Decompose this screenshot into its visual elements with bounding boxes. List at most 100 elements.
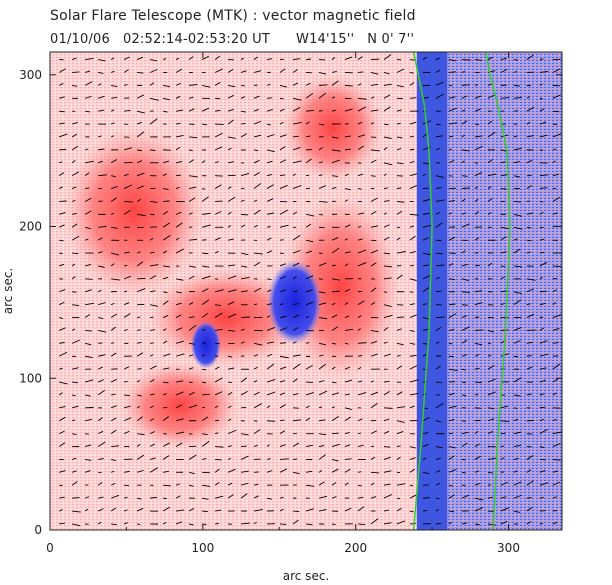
field-arrow <box>409 213 419 216</box>
field-arrow <box>305 239 314 243</box>
field-arrow <box>448 303 456 306</box>
field-arrow <box>539 290 548 293</box>
field-arrow <box>409 160 415 164</box>
field-arrow <box>344 393 350 396</box>
field-arrow <box>136 379 140 383</box>
field-arrow <box>188 159 194 164</box>
field-arrow <box>110 482 116 486</box>
field-arrow <box>162 222 170 228</box>
field-arrow <box>176 122 181 125</box>
field-arrow <box>435 457 442 460</box>
field-arrow <box>84 172 90 177</box>
field-arrow <box>474 316 480 319</box>
field-arrow <box>409 494 417 499</box>
limb-band <box>416 52 448 530</box>
field-arrow <box>227 457 232 460</box>
field-arrow <box>344 482 349 486</box>
field-arrow <box>292 173 296 177</box>
field-arrow <box>331 432 339 435</box>
field-arrow <box>175 161 183 164</box>
field-arrow <box>59 252 63 255</box>
field-arrow <box>344 379 353 383</box>
field-arrow <box>279 355 289 359</box>
field-arrow <box>279 68 286 73</box>
field-arrow <box>539 97 544 100</box>
field-arrow <box>526 455 534 460</box>
field-arrow <box>58 416 66 422</box>
field-arrow <box>292 146 301 151</box>
field-arrow <box>98 226 107 228</box>
field-arrow <box>175 353 185 357</box>
field-arrow <box>305 92 314 99</box>
field-arrow <box>72 57 77 61</box>
field-arrow <box>162 328 167 331</box>
field-arrow <box>409 354 417 357</box>
field-arrow <box>526 159 533 164</box>
field-arrow <box>292 69 298 73</box>
field-arrow <box>461 354 468 357</box>
field-arrow <box>487 212 492 215</box>
field-arrow <box>124 109 131 112</box>
field-arrow <box>266 391 276 396</box>
field-arrow <box>240 110 246 113</box>
field-arrow <box>97 417 103 422</box>
field-arrow <box>59 161 63 164</box>
field-arrow <box>513 265 523 268</box>
field-arrow <box>422 96 430 99</box>
field-arrow <box>279 263 286 267</box>
field-arrow <box>396 430 404 435</box>
field-arrow <box>370 83 379 86</box>
field-arrow <box>137 110 145 114</box>
field-arrow <box>292 211 298 215</box>
field-arrow <box>448 468 457 473</box>
field-arrow <box>214 509 222 512</box>
field-arrow <box>189 149 193 151</box>
field-arrow <box>526 96 531 99</box>
field-arrow <box>266 58 273 61</box>
field-arrow <box>240 493 248 499</box>
field-arrow <box>331 523 336 526</box>
field-arrow <box>110 417 117 422</box>
field-arrow <box>513 377 522 383</box>
field-arrow <box>59 263 65 267</box>
field-arrow <box>149 82 155 86</box>
field-arrow <box>435 147 440 151</box>
field-arrow <box>357 354 363 357</box>
field-arrow <box>448 236 456 241</box>
field-arrow <box>383 380 390 383</box>
field-arrow <box>175 495 181 499</box>
field-arrow <box>331 302 336 306</box>
field-arrow <box>59 212 66 215</box>
field-arrow <box>253 391 260 396</box>
field-arrow <box>98 174 107 177</box>
field-arrow <box>175 418 184 422</box>
field-arrow <box>59 110 65 113</box>
field-arrow <box>266 149 275 153</box>
field-arrow <box>487 262 493 267</box>
field-arrow <box>188 404 198 409</box>
field-arrow <box>435 69 441 73</box>
field-arrow <box>305 301 314 306</box>
field-arrow <box>240 470 249 473</box>
field-arrow <box>58 351 68 357</box>
field-arrow <box>292 106 301 112</box>
field-arrow <box>318 262 327 267</box>
field-arrow <box>201 55 209 60</box>
field-arrow <box>150 264 159 267</box>
field-arrow <box>461 315 468 318</box>
field-arrow <box>110 326 116 331</box>
field-arrow <box>422 328 430 331</box>
field-arrow <box>305 417 310 422</box>
field-arrow <box>188 354 194 357</box>
field-arrow <box>539 71 549 73</box>
field-arrow <box>240 173 250 177</box>
field-arrow <box>149 275 157 280</box>
field-arrow <box>214 366 220 370</box>
field-arrow <box>474 497 484 501</box>
field-arrow <box>396 354 401 357</box>
field-arrow <box>72 433 77 436</box>
field-arrow <box>72 457 77 460</box>
field-arrow <box>331 392 340 396</box>
field-arrow <box>253 149 259 152</box>
field-arrow <box>72 405 79 409</box>
